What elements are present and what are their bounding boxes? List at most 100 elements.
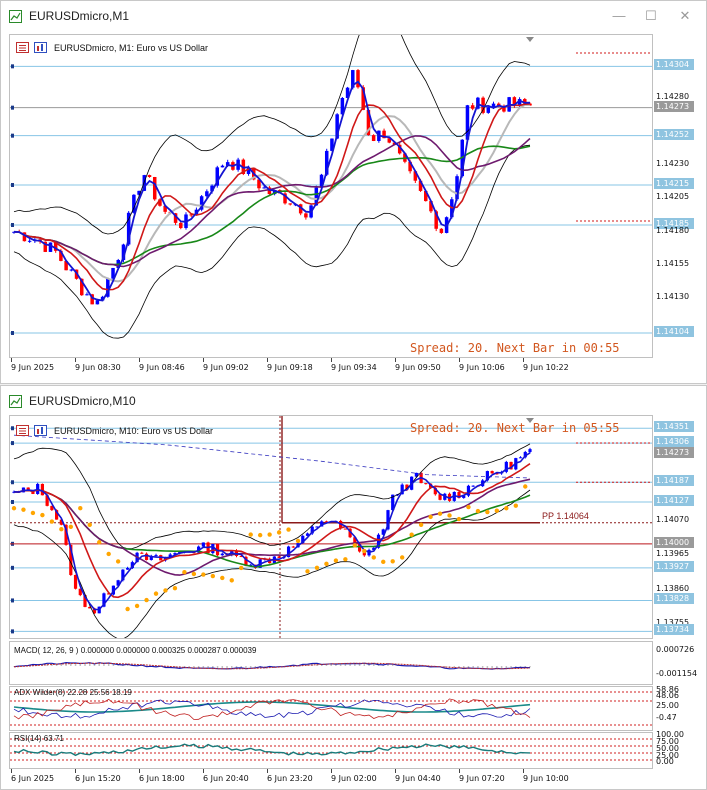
- price-axis-label: 1.14252: [654, 128, 694, 140]
- minimize-button[interactable]: —: [612, 8, 626, 23]
- candle: [107, 593, 111, 595]
- ma-fast: [13, 452, 531, 611]
- candle: [225, 162, 230, 166]
- psar-dot: [333, 558, 339, 563]
- chart-window-icon: [9, 10, 22, 23]
- level-marker: [11, 64, 14, 69]
- bollinger-lower: [13, 144, 531, 339]
- psar-dot: [87, 522, 92, 528]
- time-axis-label: 9 Jun 08:30: [75, 363, 121, 372]
- psar-dot: [239, 565, 244, 571]
- candle: [439, 228, 444, 233]
- price-axis-label: 1.13965: [656, 549, 690, 559]
- adx-plus-di: [13, 699, 531, 719]
- time-axis-tick: [203, 769, 204, 773]
- rsi-subwindow[interactable]: RSI(14) 63.71: [9, 732, 653, 769]
- maximize-button[interactable]: ☐: [645, 8, 657, 23]
- rsi-scale-label: 0.00: [656, 757, 674, 766]
- adx-subwindow[interactable]: ADX Wilder(8) 22.28 25.56 18.19: [9, 686, 653, 731]
- candle: [361, 87, 365, 110]
- time-axis-tick: [139, 358, 140, 362]
- adx-scale-label: -0.47: [656, 713, 677, 722]
- candle: [466, 485, 471, 496]
- candle: [351, 70, 355, 88]
- adx-canvas[interactable]: [10, 687, 652, 730]
- candle: [433, 487, 437, 495]
- candle: [130, 562, 134, 569]
- price-chart-m1[interactable]: EURUSDmicro, M1: Euro vs US Dollar Sprea…: [9, 34, 653, 358]
- candle: [173, 553, 177, 555]
- candle: [53, 242, 58, 251]
- rsi-scale-label: 100.00: [656, 730, 684, 739]
- candle: [215, 167, 220, 186]
- candle: [512, 97, 517, 106]
- psar-dot: [144, 597, 149, 603]
- price-axis-label: 1.14273: [654, 100, 694, 112]
- candle: [372, 547, 376, 550]
- psar-dot: [381, 559, 386, 565]
- candle: [88, 606, 92, 609]
- adx-minus-di: [13, 698, 531, 720]
- level-marker: [11, 598, 14, 603]
- close-button[interactable]: ✕: [679, 8, 691, 23]
- candle: [340, 97, 345, 115]
- price-axis-label: 1.13828: [654, 593, 694, 605]
- price-axis-label: 1.13860: [656, 583, 690, 593]
- psar-dot: [201, 572, 206, 577]
- macd-subwindow[interactable]: MACD( 12, 26, 9 ) 0.000000 0.000000 0.00…: [9, 641, 653, 685]
- candle: [189, 214, 193, 216]
- candle: [27, 240, 32, 242]
- price-chart-m10-canvas[interactable]: [10, 416, 652, 638]
- candle: [310, 526, 314, 534]
- time-axis-label: 9 Jun 07:20: [459, 774, 505, 783]
- candle: [121, 244, 126, 261]
- rsi-canvas[interactable]: [10, 733, 652, 768]
- psar-dot: [59, 527, 64, 532]
- candle: [324, 521, 329, 523]
- shift-marker: [526, 37, 534, 42]
- candle: [137, 190, 141, 195]
- candle: [495, 473, 499, 475]
- title-bar[interactable]: EURUSDmicro,M1 — ☐ ✕: [1, 1, 706, 31]
- candle: [144, 553, 149, 560]
- psar-dot: [30, 510, 36, 516]
- candle: [43, 241, 48, 252]
- price-axis-label: 1.14230: [656, 159, 690, 168]
- time-axis-tick: [267, 358, 268, 362]
- time-axis-tick: [459, 358, 460, 362]
- level-marker: [11, 441, 14, 446]
- candle: [92, 608, 97, 614]
- candle: [239, 555, 243, 557]
- macd-canvas[interactable]: [10, 642, 652, 684]
- candle: [397, 144, 402, 154]
- ma-fast: [13, 80, 531, 302]
- candle: [408, 161, 412, 172]
- candle: [348, 528, 352, 538]
- time-axis-tick: [267, 769, 268, 773]
- psar-dot: [276, 530, 282, 535]
- price-axis-label: 1.14104: [654, 326, 694, 337]
- level-marker: [11, 105, 14, 110]
- candle: [455, 176, 459, 200]
- candle: [59, 250, 63, 261]
- price-axis-label: 1.14205: [656, 192, 690, 202]
- macd-scale-label: 0.000726: [656, 645, 695, 654]
- candle: [481, 97, 485, 113]
- rsi-scale-label: 75.00: [656, 737, 679, 746]
- price-axis-label: 1.14280: [656, 92, 690, 102]
- candle: [357, 543, 362, 552]
- time-axis-tick: [395, 358, 396, 362]
- candle: [301, 535, 305, 544]
- candle: [95, 300, 100, 305]
- psar-dot: [314, 565, 320, 571]
- chart-window-m10[interactable]: EURUSDmicro,M10 EURUSDmicro, M10: Euro v…: [0, 385, 707, 790]
- chart-window-m1[interactable]: EURUSDmicro,M1 — ☐ ✕ EURUSDmicro, M1: Eu…: [0, 0, 707, 384]
- price-axis-label: 1.14304: [654, 59, 694, 71]
- candle: [319, 174, 324, 188]
- price-chart-m10[interactable]: EURUSDmicro, M10: Euro vs US Dollar Spre…: [9, 415, 653, 639]
- candle: [376, 534, 381, 548]
- title-bar[interactable]: EURUSDmicro,M10: [1, 386, 706, 416]
- psar-dot: [494, 508, 500, 513]
- price-chart-m1-canvas[interactable]: [10, 35, 652, 357]
- time-axis-tick: [459, 769, 460, 773]
